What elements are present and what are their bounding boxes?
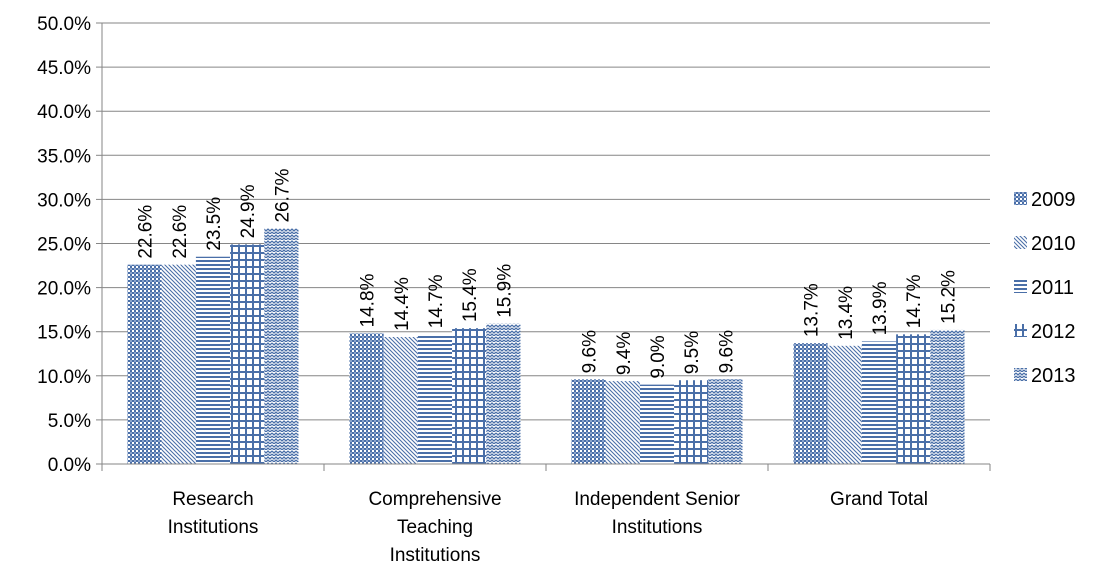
data-label: 23.5% <box>204 197 225 251</box>
legend-swatch-2012 <box>1014 324 1027 337</box>
data-label: 14.7% <box>904 274 925 328</box>
bar-2013 <box>264 228 299 464</box>
data-label: 9.4% <box>614 332 635 375</box>
data-label: 22.6% <box>136 205 157 259</box>
legend-swatch-2009 <box>1014 192 1027 205</box>
bars <box>127 228 965 464</box>
bar-2011 <box>861 341 897 464</box>
y-tick-label: 30.0% <box>37 190 91 211</box>
bar-2011 <box>417 334 453 464</box>
data-label: 9.6% <box>716 330 737 373</box>
data-label: 14.8% <box>358 273 379 327</box>
data-label: 15.2% <box>938 270 959 324</box>
x-category-label: Comprehensive Teaching Institutions <box>368 489 501 566</box>
y-tick-label: 0.0% <box>48 455 91 476</box>
y-tick-label: 5.0% <box>48 411 91 432</box>
bar-2009 <box>349 333 384 464</box>
legend-label: 2011 <box>1031 277 1074 299</box>
bar-2013 <box>486 323 521 464</box>
y-tick-label: 40.0% <box>37 102 91 123</box>
y-tick-label: 15.0% <box>37 323 91 344</box>
bar-2009 <box>571 379 606 464</box>
bar-2009 <box>127 264 162 464</box>
bar-2013 <box>930 329 965 464</box>
data-label: 22.6% <box>170 205 191 259</box>
data-label: 13.9% <box>870 281 891 335</box>
data-labels: 22.6% 14.8% 9.6% 13.7% 22.6% 14.4% 9.4% 13.4% 23… <box>136 169 960 379</box>
legend-label: 2013 <box>1031 365 1076 387</box>
data-label: 9.0% <box>648 335 669 378</box>
x-axis: Research Institutions Comprehensive Teachin… <box>101 463 991 566</box>
y-tick-label: 20.0% <box>37 279 91 300</box>
data-label: 13.7% <box>802 283 823 337</box>
bar-2010 <box>383 336 418 464</box>
legend: 2009 2010 2011 2012 2013 <box>1014 189 1076 387</box>
y-tick-label: 25.0% <box>37 235 91 256</box>
bar-2010 <box>605 381 640 464</box>
bar-2012 <box>230 244 265 464</box>
data-label: 13.4% <box>836 286 857 340</box>
data-label: 14.7% <box>426 274 447 328</box>
y-tick-label: 50.0% <box>37 14 91 35</box>
legend-label: 2012 <box>1031 321 1076 343</box>
legend-swatch-2011 <box>1014 280 1027 293</box>
data-label: 26.7% <box>272 169 293 223</box>
x-category-label: Independent Senior Institutions <box>574 489 741 538</box>
data-label: 14.4% <box>392 277 413 331</box>
x-category-label: Grand Total <box>830 489 928 510</box>
bar-2013 <box>708 379 743 464</box>
legend-swatch-2013 <box>1014 368 1027 381</box>
data-label: 15.4% <box>460 268 481 322</box>
data-label: 9.5% <box>682 331 703 374</box>
bar-2010 <box>161 264 196 464</box>
legend-label: 2009 <box>1031 189 1076 211</box>
legend-swatch-2010 <box>1014 236 1027 249</box>
y-tick-label: 45.0% <box>37 58 91 79</box>
bar-2011 <box>195 256 231 464</box>
bar-2012 <box>452 328 487 464</box>
y-tick-label: 35.0% <box>37 146 91 167</box>
data-label: 24.9% <box>238 184 259 238</box>
y-tick-label: 10.0% <box>37 367 91 388</box>
data-label: 15.9% <box>494 264 515 318</box>
bar-2010 <box>827 345 862 464</box>
bar-2012 <box>896 334 931 464</box>
x-category-label: Research Institutions <box>168 489 259 538</box>
bar-2011 <box>639 384 675 464</box>
y-axis: 0.0% 5.0% 10.0% 15.0% 20.0% 25.0% 30.0% 35.0% 40… <box>37 14 103 476</box>
bar-2009 <box>793 343 828 464</box>
data-label: 9.6% <box>580 330 601 373</box>
bar-2012 <box>674 380 709 464</box>
legend-label: 2010 <box>1031 233 1076 255</box>
